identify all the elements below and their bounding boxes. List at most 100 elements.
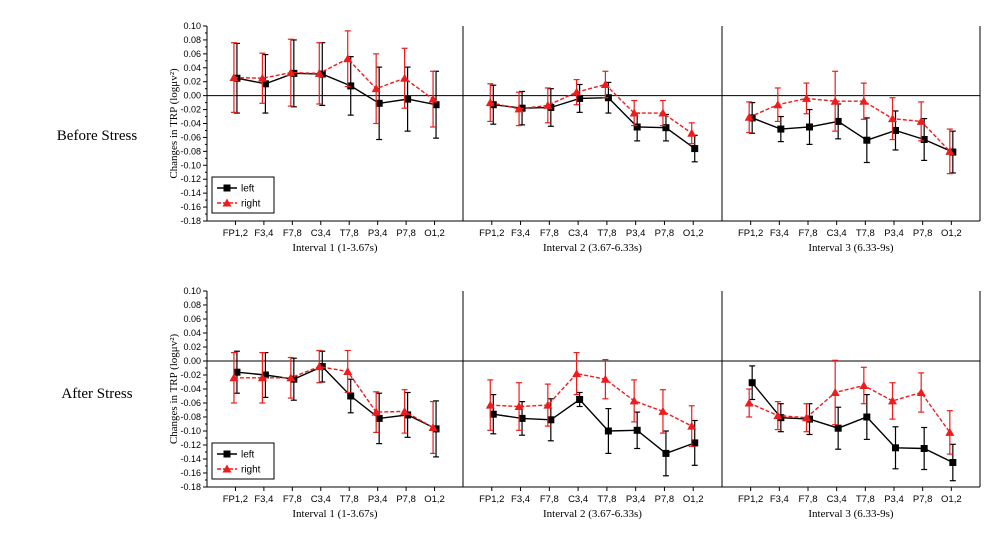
data-point-triangle [514,402,524,410]
x-tick-label: P3,4 [368,494,388,505]
data-point-triangle [514,104,524,113]
series-line [490,372,693,427]
y-tick-label: -0.10 [180,426,201,436]
series-line [748,384,951,433]
data-point-triangle [687,421,697,430]
data-point-triangle [286,373,296,382]
series-left [748,365,957,482]
series-right [485,70,697,145]
x-tick-label: FP1,2 [738,494,763,505]
y-tick-label: -0.04 [180,119,201,129]
y-tick-label: 0.04 [183,328,201,338]
x-tick-label: P3,4 [368,228,388,239]
series-left [489,81,699,163]
data-point-triangle [343,367,353,375]
x-tick-label: F7,8 [540,228,559,239]
x-tick-label: O1,2 [424,228,445,239]
data-point-triangle [773,411,783,420]
legend-marker-square [223,184,231,192]
x-tick-label: C3,4 [568,228,588,239]
y-tick-label: 0.08 [183,300,201,310]
data-point-triangle [400,406,410,415]
data-point-triangle [572,87,582,96]
x-tick-label: F7,8 [283,228,302,239]
data-point-triangle [629,108,639,117]
interval-title: Interval 3 (6.33-9s) [808,242,894,254]
chart-row-2: After Stress 0.10 0.08 0.06 0.04 0.02 0.00 -0.0… [61,286,981,520]
x-tick-label: F3,4 [770,228,789,239]
x-tick-label: O1,2 [683,494,704,505]
y-axis-label: Changes in TRP (logμv²) [168,68,180,179]
legend-marker-square [223,450,231,458]
data-point-square [375,99,383,107]
x-tick-label: C3,4 [311,494,331,505]
data-point-square [375,414,383,422]
data-point-square [261,371,269,379]
data-point-square [748,379,756,387]
x-tick-label: FP1,2 [223,494,248,505]
data-point-triangle [773,100,783,109]
x-tick-label: T7,8 [856,228,875,239]
interval-title: Interval 1 (1-3.67s) [292,242,378,254]
data-point-square [233,368,241,376]
data-point-square [920,136,928,144]
x-tick-label: C3,4 [827,228,847,239]
y-tick-label: -0.02 [180,105,201,115]
data-point-square [633,426,641,434]
series-line [236,365,437,430]
y-tick-label: 0.06 [183,49,201,59]
y-tick-label: 0.04 [183,63,201,73]
interval-title: Interval 3 (6.33-9s) [808,508,894,520]
x-tick-label: C3,4 [568,494,588,505]
data-point-triangle [859,96,869,105]
data-point-square [432,101,440,109]
x-tick-label: T7,8 [597,228,616,239]
data-point-square [892,126,899,134]
y-tick-label: -0.06 [180,398,201,408]
x-tick-label: T7,8 [340,494,359,505]
x-tick-label: F3,4 [254,228,273,239]
data-point-triangle [916,116,926,125]
data-point-triangle [687,128,697,137]
data-point-triangle [485,400,495,409]
data-point-square [404,95,412,103]
series-left [233,350,440,458]
data-point-triangle [945,427,955,436]
data-point-triangle [945,146,955,155]
legend-marker-triangle [222,198,232,207]
legend-label: left [241,184,255,195]
legend-marker-triangle [222,464,232,473]
data-point-triangle [744,398,754,407]
y-tick-label: 0.06 [183,314,201,324]
series-left [748,102,957,174]
legend-label: right [241,465,261,476]
row-label: Before Stress [57,128,138,144]
series-right [229,349,438,454]
legend-box [211,176,275,214]
data-point-triangle [543,100,553,109]
x-tick-label: P7,8 [396,494,416,505]
x-tick-label: C3,4 [827,494,847,505]
x-tick-label: F3,4 [254,494,273,505]
y-tick-label: -0.02 [180,370,201,380]
x-tick-label: F7,8 [540,494,559,505]
data-point-square [662,124,670,132]
series-right [485,352,697,447]
data-point-triangle [543,400,553,409]
data-point-square [604,427,612,435]
data-point-triangle [428,94,438,103]
x-tick-label: T7,8 [856,494,875,505]
series-line [493,398,695,455]
data-point-triangle [658,406,668,415]
interval-title: Interval 2 (3.67-6.33s) [543,242,642,254]
y-tick-label: 0.08 [183,35,201,45]
interval-title: Interval 2 (3.67-6.33s) [543,508,642,520]
data-point-square [863,136,871,144]
y-tick-label: 0.10 [183,286,201,296]
data-point-square [920,445,928,452]
interval-title: Interval 1 (1-3.67s) [292,508,378,520]
y-tick-label: 0.00 [183,91,201,101]
data-point-triangle [572,369,582,378]
data-point-triangle [859,381,869,389]
x-tick-label: T7,8 [597,494,616,505]
